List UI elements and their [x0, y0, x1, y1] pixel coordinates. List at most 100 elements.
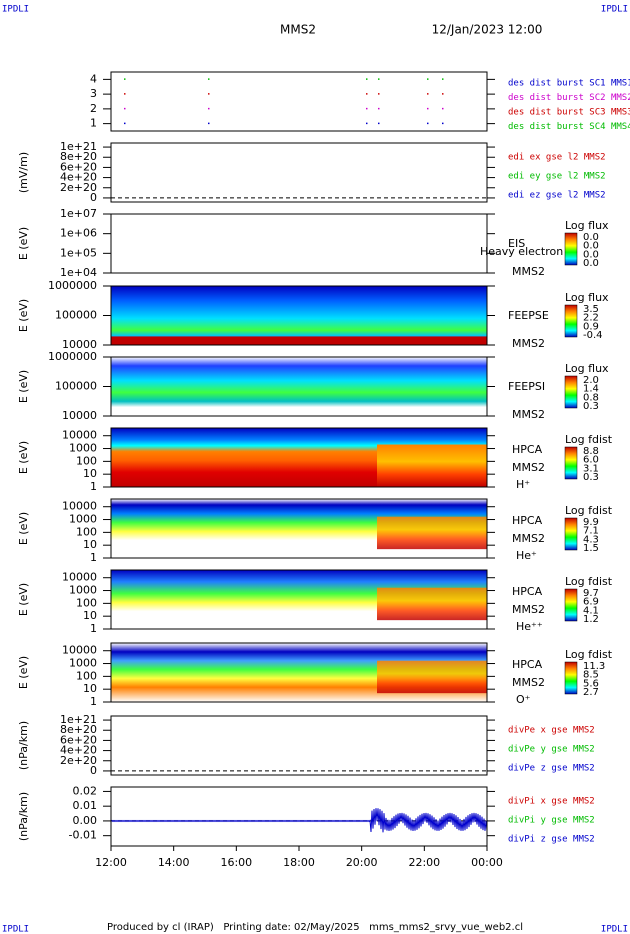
- instrument-label: EIS: [508, 237, 525, 250]
- panel-frame: [110, 142, 488, 203]
- divpi-trace: [110, 808, 488, 833]
- y-axis-label: (mV/m): [17, 152, 30, 193]
- y-tick-label: 1e+21: [60, 713, 97, 726]
- colorbar-tick-label: 1.4: [583, 384, 599, 395]
- colorbar-tick-label: 0.0: [583, 232, 599, 243]
- colorbar-tick-label: 1.2: [583, 614, 599, 625]
- colorbar-tick-label: 8.5: [583, 670, 599, 681]
- legend-entry: des dist burst SC2 MMS2: [508, 93, 630, 103]
- spacecraft-label: MMS2: [512, 532, 545, 545]
- panel-frame: [110, 715, 488, 776]
- spacecraft-label: MMS2: [512, 408, 545, 421]
- spacecraft-label: MMS2: [512, 676, 545, 689]
- y-axis-label: E (eV): [17, 583, 30, 616]
- spectrogram-image: [111, 286, 487, 345]
- colorbar-tick-label: 0.3: [583, 472, 599, 483]
- y-tick-label: 100: [76, 525, 97, 538]
- burst-dot: [208, 93, 210, 95]
- corner-label: IPDLI: [2, 925, 29, 934]
- colorbar-tick-label: 0.0: [583, 249, 599, 260]
- x-tick-label: 16:00: [220, 856, 252, 869]
- corner-label: IPDLI: [601, 5, 628, 15]
- y-tick-label: 4: [90, 72, 97, 85]
- ion-label: He⁺⁺: [516, 620, 543, 633]
- y-tick-label: 10000: [62, 429, 97, 442]
- y-tick-label: 1000: [69, 584, 97, 597]
- y-tick-label: 10: [83, 467, 97, 480]
- y-tick-label: 1000: [69, 513, 97, 526]
- colorbar-tick-label: 5.6: [583, 678, 599, 689]
- colorbar: [564, 446, 578, 480]
- colorbar: [564, 375, 578, 409]
- panel-frame: [110, 427, 488, 488]
- colorbar-tick-label: 0.8: [583, 392, 599, 403]
- y-tick-label: -0.01: [69, 829, 97, 842]
- burst-dot: [378, 93, 380, 95]
- legend-entry: edi ez gse l2 MMS2: [508, 191, 606, 201]
- instrument-label: HPCA: [512, 514, 543, 527]
- y-tick-label: 100000: [55, 309, 97, 322]
- burst-dot: [378, 78, 380, 80]
- y-tick-label: 10: [83, 609, 97, 622]
- y-tick-label: 0: [90, 764, 97, 777]
- panel-frame: [110, 71, 488, 132]
- colorbar: [564, 588, 578, 622]
- panel-frame: [110, 498, 488, 559]
- x-tick-label: 22:00: [408, 856, 440, 869]
- colorbar-title: Log fdist: [565, 504, 613, 517]
- burst-dot: [378, 122, 380, 125]
- legend-entry: divPi y gse MMS2: [508, 816, 595, 826]
- burst-dot: [427, 122, 429, 125]
- spectrogram-image: [377, 516, 487, 550]
- burst-dot: [124, 78, 126, 80]
- burst-dot: [366, 93, 368, 95]
- x-tick-label: 18:00: [283, 856, 315, 869]
- colorbar-tick-label: 2.0: [583, 375, 599, 386]
- ion-label: H⁺: [516, 478, 530, 491]
- footer: Produced by cl (IRAP) Printing date: 02/…: [107, 922, 523, 933]
- title: MMS2: [280, 23, 316, 37]
- colorbar-tick-label: 9.9: [583, 517, 599, 528]
- burst-dot: [208, 78, 210, 80]
- spectrogram-image: [377, 660, 487, 694]
- ion-label: He⁺: [516, 549, 537, 562]
- legend-entry: des dist burst SC4 MMS4: [508, 122, 630, 132]
- y-tick-label: 1: [90, 622, 97, 635]
- spacecraft-label: MMS2: [512, 603, 545, 616]
- instrument-label: FEEPSE: [508, 309, 549, 322]
- legend-entry: divPe z gse MMS2: [508, 764, 595, 774]
- y-tick-label: 2e+20: [60, 754, 97, 767]
- panel-frame: [110, 642, 488, 703]
- colorbar-tick-label: 0.0: [583, 241, 599, 252]
- colorbar-tick-label: 0.9: [583, 321, 599, 332]
- panel-frame: [110, 213, 488, 274]
- y-tick-label: 6e+20: [60, 733, 97, 746]
- y-tick-label: 0.00: [73, 814, 98, 827]
- burst-dot: [366, 78, 368, 80]
- y-tick-label: 3: [90, 87, 97, 100]
- y-axis-label: (nPa/km): [17, 792, 30, 841]
- burst-dot: [124, 122, 126, 125]
- legend-entry: des dist burst SC1 MMS1: [508, 79, 630, 89]
- spectrogram-image: [377, 444, 487, 487]
- y-tick-label: 1e+21: [60, 140, 97, 153]
- colorbar-title: Log flux: [565, 219, 609, 232]
- spacecraft-label: MMS2: [512, 461, 545, 474]
- colorbar-tick-label: 3.5: [583, 304, 599, 315]
- y-tick-label: 1: [90, 117, 97, 130]
- x-tick-label: 20:00: [346, 856, 378, 869]
- burst-dot: [366, 122, 368, 125]
- colorbar-title: Log flux: [565, 291, 609, 304]
- y-tick-label: 2e+20: [60, 181, 97, 194]
- legend-entry: divPi x gse MMS2: [508, 797, 595, 807]
- colorbar-tick-label: 3.1: [583, 463, 599, 474]
- y-tick-label: 10000: [62, 409, 97, 422]
- y-tick-label: 1: [90, 695, 97, 708]
- burst-dot: [366, 107, 368, 110]
- y-tick-label: 100: [76, 596, 97, 609]
- colorbar-tick-label: 9.7: [583, 588, 599, 599]
- y-tick-label: 10000: [62, 571, 97, 584]
- colorbar-tick-label: 4.1: [583, 605, 599, 616]
- colorbar-tick-label: 11.3: [583, 661, 605, 672]
